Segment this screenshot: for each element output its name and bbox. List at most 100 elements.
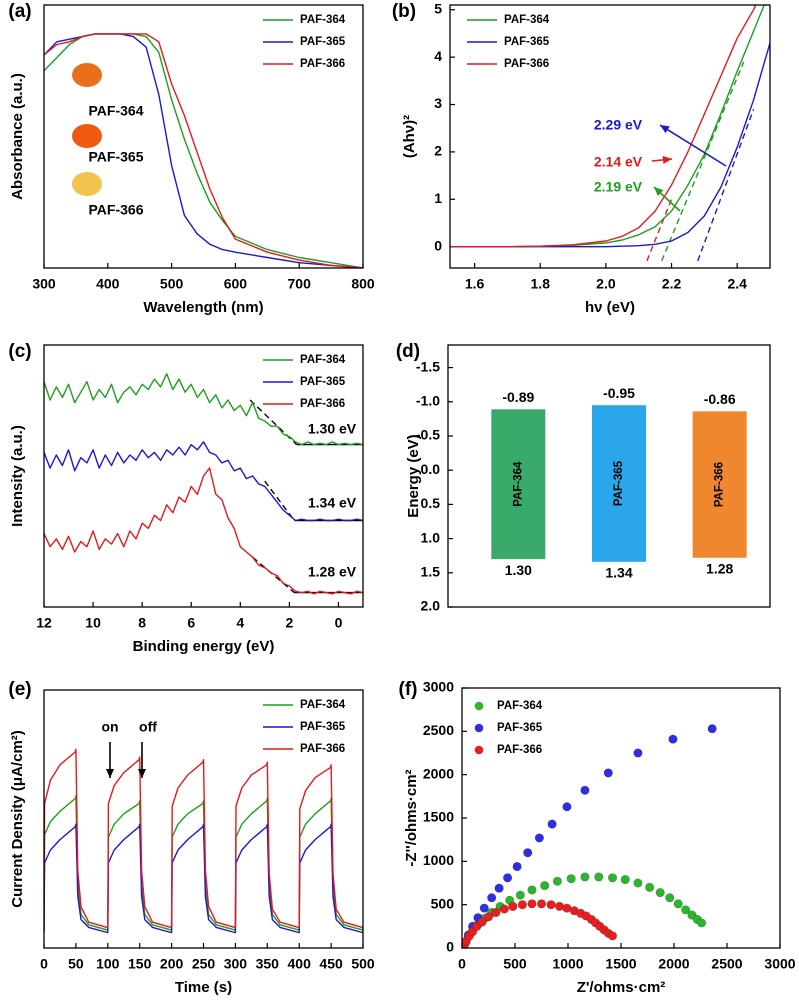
value-label: 1.30 — [505, 562, 532, 578]
x-tick-label: 1.8 — [531, 276, 551, 292]
legend-label: PAF-366 — [497, 744, 542, 756]
data-point — [527, 885, 537, 895]
plot-frame — [461, 687, 781, 949]
data-point — [580, 872, 590, 882]
bar-category-label: PAF-364 — [512, 461, 524, 507]
plot-frame — [447, 344, 771, 608]
data-point — [536, 899, 547, 909]
x-tick-label: 350 — [256, 956, 280, 972]
annotation: off — [139, 719, 157, 735]
legend-label: PAF-365 — [497, 722, 543, 734]
annotation: 1.34 eV — [308, 495, 357, 511]
x-tick-label: 0 — [40, 956, 48, 972]
y-tick-label: 0.5 — [421, 495, 441, 511]
y-tick-label: 2000 — [423, 765, 454, 781]
y-tick-label: 1500 — [423, 809, 454, 825]
y-axis-title: Absorbance (a.u.) — [9, 73, 26, 200]
x-tick-label: 500 — [503, 956, 527, 972]
legend-label: PAF-366 — [300, 398, 345, 410]
y-tick-label: 0 — [446, 939, 454, 955]
data-point — [566, 874, 576, 884]
data-point — [607, 931, 618, 941]
legend-label: PAF-364 — [300, 699, 346, 711]
x-tick-label: 2000 — [658, 956, 689, 972]
x-tick-label: 2 — [285, 615, 293, 631]
legend-label: PAF-364 — [497, 700, 543, 712]
data-point — [540, 880, 550, 891]
y-tick-label: 1.5 — [421, 563, 441, 579]
x-tick-label: 800 — [351, 276, 375, 292]
data-line — [450, 5, 757, 248]
x-tick-label: 12 — [36, 615, 52, 631]
data-line — [44, 467, 363, 595]
tangent-line — [646, 199, 673, 262]
annotation: PAF-366 — [89, 202, 144, 218]
data-line — [44, 33, 363, 268]
plot-frame — [449, 4, 771, 269]
data-point — [479, 903, 489, 913]
data-point — [668, 734, 678, 744]
value-label: -0.95 — [603, 385, 635, 401]
x-tick-label: 2.4 — [727, 276, 747, 292]
data-point — [534, 833, 544, 843]
x-tick-label: 400 — [96, 276, 120, 292]
x-tick-label: 500 — [160, 276, 184, 292]
y-tick-label: -1.0 — [416, 392, 440, 408]
data-point — [487, 893, 497, 903]
annotation: 1.28 eV — [308, 564, 357, 580]
data-point — [517, 900, 528, 910]
y-axis-title: Intensity (a.u.) — [9, 425, 26, 527]
arrow-head — [106, 769, 114, 778]
y-tick-label: 2 — [434, 143, 442, 159]
x-tick-label: 4 — [236, 615, 244, 631]
bar-category-label: PAF-366 — [714, 462, 726, 507]
x-tick-label: 200 — [160, 956, 184, 972]
y-axis-title: (Ahν)² — [401, 115, 418, 158]
data-point — [603, 768, 613, 778]
x-axis-title: hν (eV) — [585, 299, 635, 316]
data-point — [580, 785, 590, 795]
annotation: on — [101, 719, 118, 735]
x-tick-label: 300 — [32, 276, 56, 292]
x-tick-label: 0 — [458, 956, 466, 972]
y-tick-label: 1000 — [423, 852, 454, 868]
value-label: 1.34 — [605, 565, 632, 581]
annotation: 2.29 eV — [594, 117, 643, 133]
legend-label: PAF-365 — [300, 376, 346, 388]
data-point — [494, 883, 504, 893]
band-bar — [491, 409, 546, 560]
data-point — [696, 918, 707, 928]
y-tick-label: 5 — [434, 0, 442, 16]
band-bar — [592, 405, 646, 562]
y-tick-label: 2500 — [423, 722, 454, 738]
data-point — [681, 905, 691, 915]
sample-photo — [72, 172, 102, 196]
panel-label: (d) — [396, 341, 420, 362]
x-tick-label: 150 — [128, 956, 152, 972]
y-tick-label: 2.0 — [421, 598, 441, 614]
bar-category-label: PAF-365 — [613, 460, 625, 506]
x-tick-label: 0 — [335, 615, 343, 631]
annotation: 2.19 eV — [594, 179, 643, 195]
legend-label: PAF-365 — [300, 36, 346, 48]
data-line — [450, 42, 770, 248]
data-point — [547, 819, 557, 829]
data-point — [562, 802, 572, 812]
data-line — [44, 795, 363, 931]
y-tick-label: 4 — [434, 48, 442, 64]
annotation: 1.30 eV — [308, 421, 357, 437]
arrow-head — [654, 187, 664, 197]
legend-label: PAF-364 — [300, 14, 346, 26]
y-tick-label: 1 — [434, 190, 442, 206]
data-point — [645, 882, 655, 892]
legend-marker — [474, 701, 484, 711]
y-tick-label: -0.5 — [416, 427, 440, 443]
annotation: 2.14 eV — [594, 154, 643, 170]
value-label: -0.86 — [704, 391, 736, 407]
y-axis-title: -Z''/ohms·cm² — [403, 769, 420, 866]
tangent-line — [661, 61, 745, 262]
y-tick-label: 3 — [434, 95, 442, 111]
arrow — [659, 124, 727, 167]
x-tick-label: 600 — [224, 276, 248, 292]
